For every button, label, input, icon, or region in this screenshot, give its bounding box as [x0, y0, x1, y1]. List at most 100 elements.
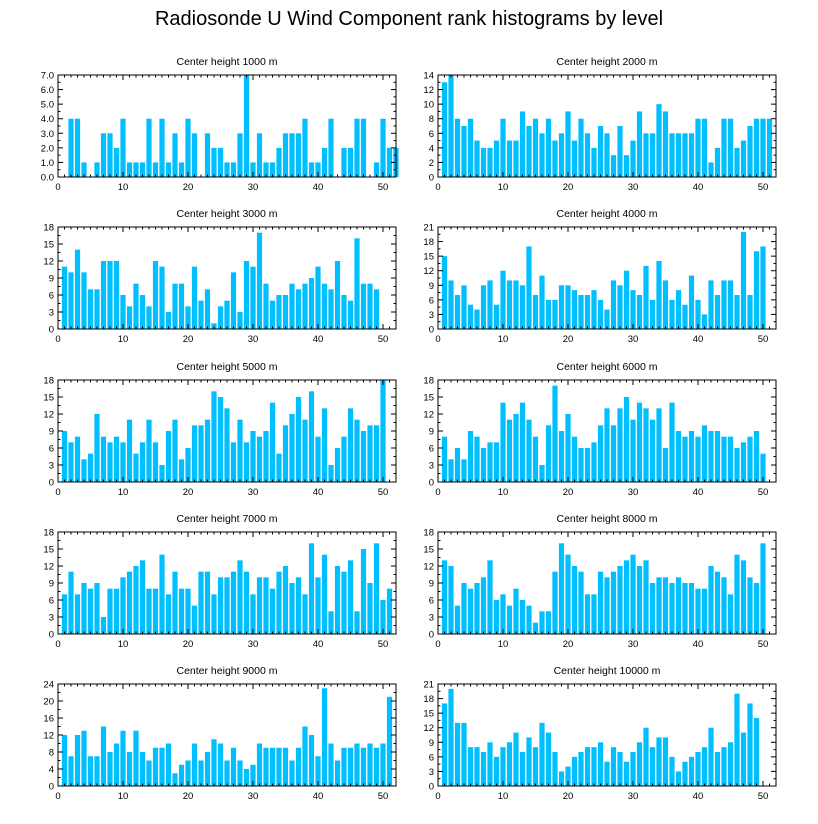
bar [623, 397, 630, 482]
bar [269, 402, 276, 482]
bar [617, 408, 623, 482]
bar [597, 425, 604, 482]
bar [113, 436, 120, 482]
bar [373, 162, 380, 177]
x-tick-label: 10 [498, 182, 509, 193]
y-tick-label: 3 [49, 461, 54, 472]
x-tick-label: 20 [563, 487, 574, 498]
bar [740, 442, 747, 482]
bar [341, 571, 347, 634]
bar [289, 133, 295, 177]
bar [386, 147, 393, 177]
x-tick-label: 50 [758, 334, 769, 345]
bar [237, 419, 243, 482]
x-tick-label: 30 [248, 182, 259, 193]
bar [714, 431, 721, 482]
bar [211, 147, 217, 177]
bar [302, 419, 308, 482]
bar [328, 611, 334, 634]
bar [360, 549, 367, 634]
bar [211, 739, 217, 786]
bar [474, 436, 480, 482]
bar [578, 118, 584, 177]
bar [597, 299, 604, 329]
bar [630, 290, 636, 329]
bar [753, 583, 760, 634]
bar [506, 419, 513, 482]
y-tick-label: 12 [423, 85, 434, 96]
bar [545, 299, 552, 329]
bar [172, 133, 178, 177]
x-tick-label: 20 [563, 791, 574, 802]
bar [532, 747, 539, 786]
y-tick-label: 12 [43, 410, 54, 421]
x-tick-label: 10 [118, 487, 129, 498]
bar [500, 118, 506, 177]
bar [282, 566, 289, 634]
bar [360, 431, 367, 482]
bar [250, 162, 256, 177]
bar [100, 436, 107, 482]
y-tick-label: 3 [429, 613, 434, 624]
bar [565, 766, 571, 786]
bar [224, 577, 230, 634]
bar [578, 295, 584, 329]
y-tick-label: 9 [429, 579, 434, 590]
bar [760, 118, 766, 177]
bar [701, 314, 708, 329]
bar [558, 771, 565, 786]
bar [701, 425, 708, 482]
y-tick-label: 12 [43, 731, 54, 742]
bar [604, 761, 610, 786]
bar [185, 306, 191, 329]
bar [165, 312, 172, 329]
bar [571, 140, 578, 177]
plot-frame [437, 683, 777, 787]
bar [334, 261, 341, 329]
bar [308, 543, 315, 634]
bar [159, 747, 165, 786]
y-tick-label: 9 [429, 427, 434, 438]
bar [636, 566, 643, 634]
bar [263, 747, 269, 786]
bar [454, 295, 461, 329]
bar [467, 431, 474, 482]
bar [354, 419, 360, 482]
bar [584, 133, 591, 177]
y-tick-label: 12 [43, 257, 54, 268]
bar [191, 605, 198, 634]
bar [263, 283, 269, 329]
bar [721, 747, 727, 786]
bar [308, 278, 315, 329]
bar [636, 402, 643, 482]
y-tick-label: 6 [49, 596, 54, 607]
y-tick-label: 15 [423, 709, 434, 720]
bar [133, 453, 139, 482]
bar [643, 560, 649, 634]
bar [133, 566, 139, 634]
bar [315, 577, 321, 634]
y-tick-label: 9 [429, 738, 434, 749]
bar [467, 747, 474, 786]
bar [630, 140, 636, 177]
bar [315, 756, 321, 786]
bar [152, 747, 159, 786]
bar [165, 431, 172, 482]
bar [107, 261, 113, 329]
x-tick-label: 50 [758, 182, 769, 193]
y-tick-label: 10 [423, 100, 434, 111]
bar [552, 752, 558, 786]
bar [354, 118, 360, 177]
bar [454, 448, 461, 482]
bar [347, 300, 354, 329]
bar [126, 419, 133, 482]
x-tick-label: 30 [628, 791, 639, 802]
panel-title: Center height 9000 m [176, 665, 278, 677]
bar [295, 133, 302, 177]
bar [493, 140, 500, 177]
bar [217, 577, 224, 634]
y-tick-label: 3 [49, 613, 54, 624]
bar [367, 283, 373, 329]
bar [474, 583, 480, 634]
